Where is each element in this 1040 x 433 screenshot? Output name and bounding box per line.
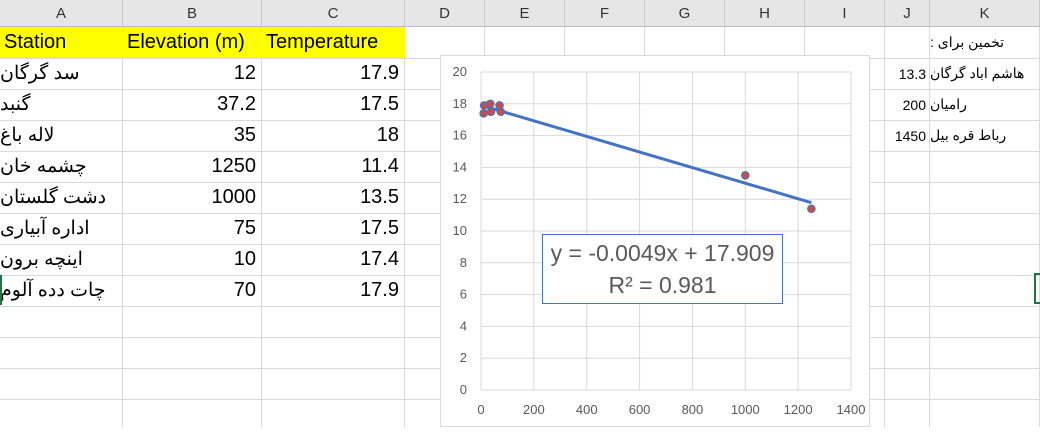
y-tick-label: 12	[453, 191, 467, 206]
gridline	[261, 27, 262, 427]
data-point	[486, 107, 496, 117]
station-cell[interactable]: چشمه خان	[0, 156, 87, 177]
station-cell[interactable]: سد گرگان	[0, 63, 80, 84]
row-indicator	[0, 275, 2, 305]
elevation-cell[interactable]: 35	[233, 124, 256, 146]
column-header-g[interactable]: G	[645, 0, 725, 27]
elevation-cell[interactable]: 75	[233, 217, 256, 239]
column-header-f[interactable]: F	[565, 0, 645, 27]
column-header-k[interactable]: K	[930, 0, 1040, 27]
temperature-cell[interactable]: 13.5	[360, 186, 399, 208]
column-header-i[interactable]: I	[805, 0, 885, 27]
x-tick-label: 600	[629, 402, 651, 417]
data-point	[479, 109, 488, 118]
header-elevation[interactable]: Elevation (m)	[123, 27, 262, 58]
y-tick-label: 0	[460, 382, 467, 397]
x-tick-label: 1000	[731, 402, 760, 417]
temperature-cell[interactable]: 17.4	[360, 248, 399, 270]
y-tick-label: 20	[453, 64, 467, 79]
estimate-station[interactable]: رامیان	[930, 96, 967, 112]
estimate-value[interactable]: 1450	[894, 127, 926, 144]
column-header-a[interactable]: A	[0, 0, 123, 27]
y-tick-label: 10	[453, 223, 467, 238]
x-tick-label: 0	[477, 402, 484, 417]
x-tick-label: 1400	[837, 402, 866, 417]
elevation-cell[interactable]: 1000	[211, 186, 257, 208]
gridline	[404, 27, 405, 427]
elevation-cell[interactable]: 37.2	[217, 93, 256, 115]
elevation-cell[interactable]: 12	[233, 62, 256, 84]
column-header-h[interactable]: H	[725, 0, 805, 27]
gridline	[122, 27, 123, 427]
column-header-j[interactable]: J	[885, 0, 930, 27]
x-tick-label: 800	[682, 402, 704, 417]
trendline	[483, 104, 812, 205]
station-cell[interactable]: اینچه برون	[0, 249, 83, 270]
elevation-cell[interactable]: 1250	[211, 155, 257, 177]
data-point	[740, 171, 750, 180]
station-cell[interactable]: گنبد	[0, 94, 31, 115]
estimate-value[interactable]: 13.3	[898, 65, 926, 82]
header-temperature[interactable]: Temperature	[262, 27, 405, 58]
x-tick-label: 1200	[784, 402, 813, 417]
selected-cell[interactable]	[1034, 273, 1040, 304]
station-cell[interactable]: اداره آبیاری	[0, 218, 90, 239]
temperature-cell[interactable]: 17.5	[360, 93, 399, 115]
y-tick-label: 2	[460, 350, 467, 365]
y-tick-label: 14	[453, 159, 467, 174]
column-header-c[interactable]: C	[262, 0, 405, 27]
station-cell[interactable]: دشت گلستان	[0, 187, 107, 208]
temperature-cell[interactable]: 17.9	[360, 62, 399, 84]
data-point	[485, 99, 495, 109]
x-tick-label: 400	[576, 402, 598, 417]
y-tick-label: 8	[460, 255, 467, 270]
elevation-cell[interactable]: 70	[233, 279, 256, 301]
temperature-cell[interactable]: 11.4	[361, 155, 399, 177]
station-cell[interactable]: چات دده آلوم	[0, 280, 106, 301]
data-point	[495, 101, 504, 110]
trendline-equation: y = -0.0049x + 17.909	[550, 240, 775, 266]
estimate-station[interactable]: هاشم اباد گرگان	[930, 65, 1025, 81]
header-station[interactable]: Station	[0, 27, 123, 58]
data-point	[807, 204, 816, 214]
gridline	[929, 27, 930, 427]
estimate-station[interactable]: رباط قره بیل	[930, 127, 1007, 143]
temperature-cell[interactable]: 17.9	[360, 279, 399, 301]
y-tick-label: 4	[460, 318, 467, 333]
column-header-b[interactable]: B	[123, 0, 262, 27]
y-tick-label: 6	[460, 287, 467, 302]
temperature-cell[interactable]: 18	[376, 124, 399, 146]
column-header-e[interactable]: E	[485, 0, 565, 27]
elevation-cell[interactable]: 10	[233, 248, 256, 270]
trendline-label[interactable]: y = -0.0049x + 17.909 R² = 0.981	[542, 234, 783, 304]
gridline	[884, 27, 885, 427]
station-cell[interactable]: لاله باغ	[0, 125, 55, 146]
column-header-d[interactable]: D	[405, 0, 485, 27]
y-tick-label: 16	[453, 128, 467, 143]
x-tick-label: 200	[523, 402, 545, 417]
trendline-r2: R² = 0.981	[608, 272, 717, 298]
y-tick-label: 18	[453, 96, 467, 111]
estimate-title[interactable]: تخمین برای :	[930, 34, 1005, 50]
estimate-value[interactable]: 200	[902, 96, 926, 113]
temperature-cell[interactable]: 17.5	[360, 217, 399, 239]
